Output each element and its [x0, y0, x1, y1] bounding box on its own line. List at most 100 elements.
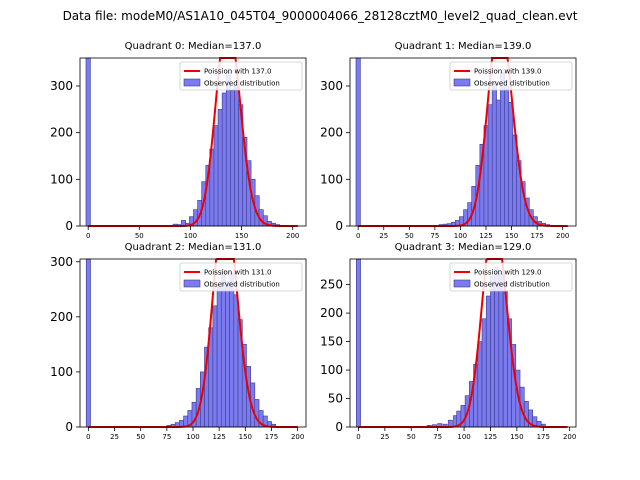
x-tick-label: 125 [212, 433, 225, 441]
axes-frame [349, 57, 577, 227]
x-tick-label: 75 [162, 433, 171, 441]
legend-bar-swatch [183, 78, 201, 87]
legend-poisson-label: Poission with 137.0 [204, 68, 272, 76]
histogram-bar [221, 92, 227, 227]
x-tick-label: 25 [379, 232, 388, 240]
x-tick-label: 175 [265, 433, 278, 441]
histogram-bar [485, 295, 491, 428]
x-tick-label: 150 [510, 433, 523, 441]
y-tick-label: 300 [320, 79, 343, 93]
y-tick-label: 100 [50, 172, 73, 186]
panel-title: Quadrant 0: Median=137.0 [125, 41, 262, 52]
x-tick-label: 125 [479, 232, 492, 240]
histogram-bar [500, 71, 506, 227]
legend-bar-swatch [453, 279, 471, 288]
x-tick-label: 50 [135, 232, 144, 240]
x-tick-label: 50 [405, 232, 414, 240]
panel-quadrant-2: Quadrant 2: Median=131.0 0 100 200 300 0 25 50 7… [50, 242, 307, 441]
histogram-bar [494, 267, 500, 428]
histogram-bar [508, 102, 514, 227]
legend-poisson-label: Poission with 131.0 [204, 269, 272, 277]
histogram-bar [233, 294, 239, 428]
y-tick-label: 0 [335, 420, 343, 434]
legend-box [179, 61, 303, 91]
histogram-bar-zero [85, 57, 91, 227]
x-tick-label: 25 [380, 433, 389, 441]
histogram-bar-zero [85, 258, 91, 428]
y-tick-label: 200 [320, 306, 343, 320]
legend-observed-label: Observed distribution [204, 281, 280, 289]
legend-observed-label: Observed distribution [474, 281, 550, 289]
x-tick-label: 100 [457, 433, 470, 441]
y-tick-label: 100 [320, 172, 343, 186]
histogram-bar-zero [355, 57, 361, 227]
x-tick-label: 175 [530, 232, 543, 240]
x-tick-label: 50 [136, 433, 145, 441]
histogram-bar [523, 401, 529, 428]
x-tick-label: 150 [505, 232, 518, 240]
panel-quadrant-3: Quadrant 3: Median=129.0 0 50 100 150 200 250 0… [320, 242, 577, 441]
y-tick-label: 200 [320, 126, 343, 140]
y-tick-label: 250 [320, 278, 343, 292]
legend-poisson-label: Poission with 139.0 [474, 68, 542, 76]
histogram-bar [229, 272, 235, 428]
legend-poisson-label: Poission with 129.0 [474, 269, 542, 277]
histogram-bar [225, 71, 231, 227]
x-tick-label: 200 [563, 433, 576, 441]
x-tick-label: 25 [110, 433, 119, 441]
figure-title: Data file: modeM0/AS1A10_045T04_90000040… [63, 9, 578, 23]
x-tick-label: 200 [286, 232, 299, 240]
panel-title: Quadrant 3: Median=129.0 [395, 242, 532, 253]
legend-box [179, 262, 303, 292]
panel-quadrant-1: Quadrant 1: Median=139.0 0 100 200 300 0 25 50 7… [320, 41, 577, 240]
legend-bar-swatch [183, 279, 201, 288]
histogram-bar [481, 318, 487, 428]
y-tick-label: 0 [65, 219, 73, 233]
x-tick-label: 0 [86, 232, 90, 240]
histogram-bar [220, 269, 226, 428]
panel-title: Quadrant 1: Median=139.0 [395, 41, 532, 52]
histogram-bar [225, 280, 231, 428]
x-tick-label: 100 [186, 433, 199, 441]
y-tick-label: 100 [320, 363, 343, 377]
x-tick-label: 0 [356, 433, 360, 441]
histogram-bar [254, 399, 260, 428]
histogram-bar [213, 125, 219, 227]
x-tick-label: 100 [184, 232, 197, 240]
y-tick-label: 150 [320, 335, 343, 349]
axes-frame [79, 57, 307, 227]
histogram-bar [477, 341, 483, 428]
legend-box [449, 262, 573, 292]
y-tick-label: 0 [335, 219, 343, 233]
y-tick-label: 0 [65, 420, 73, 434]
panel-quadrant-0: Quadrant 0: Median=137.0 0 100 200 300 0 50 100… [50, 41, 307, 240]
panel-title: Quadrant 2: Median=131.0 [125, 242, 262, 253]
histogram-bar [504, 85, 510, 227]
histogram-bar [234, 85, 240, 227]
x-tick-label: 125 [484, 433, 497, 441]
histogram-bar [217, 109, 223, 227]
x-tick-label: 75 [433, 433, 442, 441]
histogram-bar [490, 275, 495, 428]
y-tick-label: 300 [50, 79, 73, 93]
histogram-bar [487, 104, 493, 227]
y-tick-label: 300 [50, 255, 73, 269]
histogram-bar [230, 90, 236, 227]
y-tick-label: 50 [328, 392, 343, 406]
x-tick-label: 150 [239, 433, 252, 441]
y-tick-label: 100 [50, 365, 73, 379]
legend-box [449, 61, 573, 91]
x-tick-label: 50 [407, 433, 416, 441]
legend-bar-swatch [453, 78, 471, 87]
histogram-bar [491, 81, 497, 227]
histogram-bar [498, 272, 504, 428]
legend-observed-label: Observed distribution [474, 80, 550, 88]
y-tick-label: 200 [50, 126, 73, 140]
x-tick-label: 175 [537, 433, 550, 441]
x-tick-label: 100 [454, 232, 467, 240]
axes-frame [349, 258, 577, 428]
x-tick-label: 150 [235, 232, 248, 240]
histogram-bar [495, 99, 501, 227]
x-tick-label: 200 [291, 433, 304, 441]
